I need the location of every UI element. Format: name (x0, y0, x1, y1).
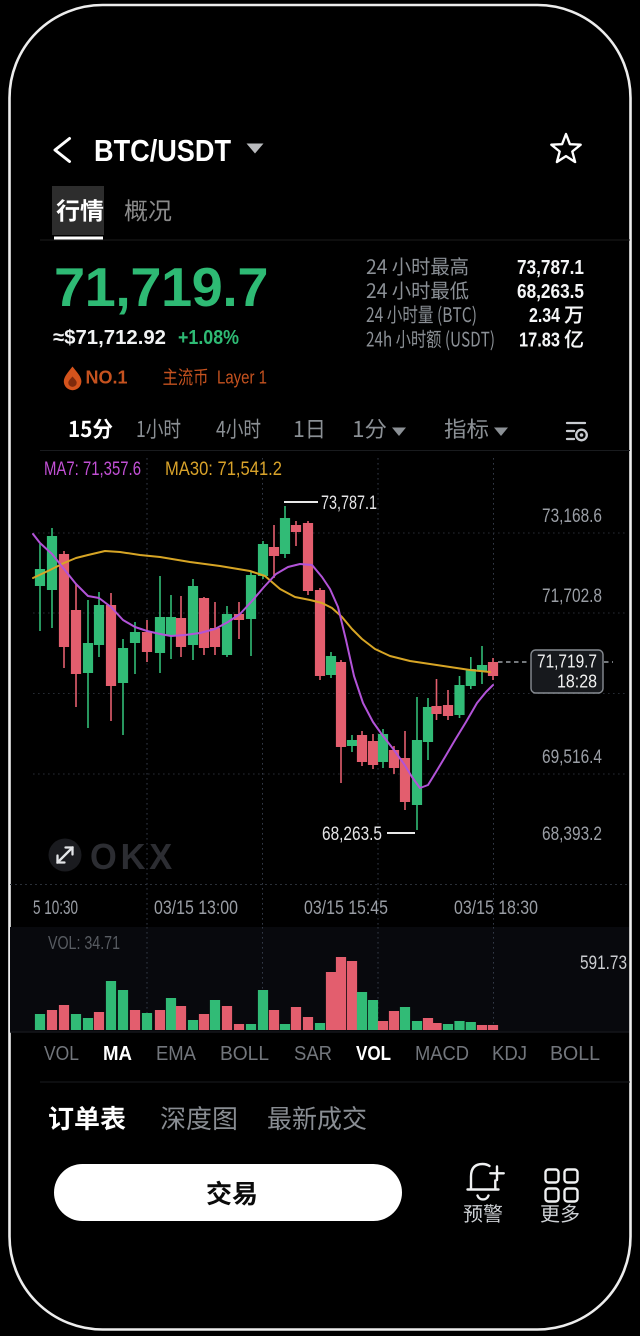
svg-text:MA: MA (103, 1043, 132, 1065)
svg-text:68,263.5: 68,263.5 (322, 824, 382, 845)
svg-text:OKX: OKX (90, 836, 176, 877)
svg-text:73,787.1: 73,787.1 (517, 257, 584, 279)
svg-text:MA7: 71,357.6: MA7: 71,357.6 (44, 459, 141, 480)
svg-text:03/15 15:45: 03/15 15:45 (304, 898, 388, 919)
svg-text:Layer 1: Layer 1 (217, 367, 267, 388)
svg-text:KDJ: KDJ (492, 1043, 527, 1065)
svg-text:MACD: MACD (415, 1043, 469, 1065)
svg-text:≈$71,712.92: ≈$71,712.92 (53, 326, 166, 349)
svg-text:BOLL: BOLL (550, 1043, 600, 1065)
svg-text:VOL: 34.71: VOL: 34.71 (48, 933, 120, 953)
svg-text:71,719.7: 71,719.7 (537, 652, 597, 672)
svg-text:68,263.5: 68,263.5 (517, 281, 584, 303)
svg-text:2.34: 2.34 (529, 305, 561, 327)
svg-text:71,719.7: 71,719.7 (54, 257, 268, 318)
svg-text:73,168.6: 73,168.6 (542, 506, 602, 527)
svg-text:NO.1: NO.1 (86, 367, 128, 388)
svg-text:SAR: SAR (294, 1043, 332, 1065)
svg-text:03/15 13:00: 03/15 13:00 (154, 898, 238, 919)
svg-text:17.83: 17.83 (519, 330, 560, 352)
svg-text:BOLL: BOLL (220, 1043, 269, 1065)
svg-text:5 10:30: 5 10:30 (33, 898, 78, 919)
svg-text:68,393.2: 68,393.2 (542, 824, 602, 845)
svg-text:71,702.8: 71,702.8 (542, 586, 602, 607)
svg-text:VOL: VOL (356, 1043, 391, 1065)
svg-text:591.73: 591.73 (580, 953, 627, 974)
svg-text:69,516.4: 69,516.4 (542, 747, 602, 768)
svg-text:+1.08%: +1.08% (178, 326, 239, 349)
svg-text:73,787.1: 73,787.1 (321, 493, 377, 514)
svg-text:EMA: EMA (156, 1043, 197, 1065)
svg-text:MA30: 71,541.2: MA30: 71,541.2 (165, 459, 282, 480)
svg-text:BTC/USDT: BTC/USDT (94, 133, 231, 168)
svg-text:VOL: VOL (44, 1043, 79, 1065)
svg-text:18:28: 18:28 (557, 672, 597, 692)
svg-text:03/15 18:30: 03/15 18:30 (454, 898, 538, 919)
